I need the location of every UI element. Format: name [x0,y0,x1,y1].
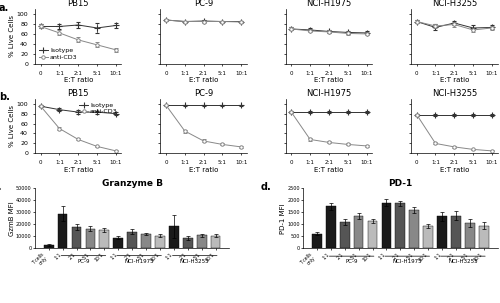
Title: NCI-H1975: NCI-H1975 [306,89,352,98]
Bar [479,226,488,248]
Bar [44,245,54,248]
Title: PD-1: PD-1 [388,178,412,188]
Text: NCI-H1975: NCI-H1975 [392,259,422,264]
Y-axis label: % Live Cells: % Live Cells [9,105,15,147]
Bar [169,226,179,248]
Bar [100,230,109,248]
Legend: Isotype, anti-CD3: Isotype, anti-CD3 [78,102,118,115]
X-axis label: E:T ratio: E:T ratio [314,167,344,173]
Bar [197,235,206,248]
Bar [424,226,433,248]
Title: NCI-H1975: NCI-H1975 [306,0,352,8]
Bar [183,238,192,248]
Title: PC-9: PC-9 [194,0,213,8]
Text: PC-9: PC-9 [77,259,90,264]
Bar [368,221,378,248]
Bar [340,222,349,248]
Bar [312,234,322,248]
Bar [465,223,475,248]
Text: c.: c. [0,182,2,192]
Bar [72,227,82,248]
Bar [114,238,123,248]
Text: d.: d. [260,182,271,192]
X-axis label: E:T ratio: E:T ratio [189,167,218,173]
Title: NCI-H3255: NCI-H3255 [432,89,477,98]
Bar [86,229,96,248]
Bar [354,216,364,248]
Y-axis label: PD-1 MFI: PD-1 MFI [280,203,286,234]
X-axis label: E:T ratio: E:T ratio [440,77,469,83]
Y-axis label: GzmB MFI: GzmB MFI [8,201,14,236]
Bar [326,206,336,248]
Bar [128,231,137,248]
Y-axis label: % Live Cells: % Live Cells [9,15,15,57]
Legend: Isotype, anti-CD3: Isotype, anti-CD3 [38,47,78,61]
Text: b.: b. [0,92,10,102]
X-axis label: E:T ratio: E:T ratio [440,167,469,173]
Title: Granzyme B: Granzyme B [102,178,162,188]
Text: PC-9: PC-9 [346,259,358,264]
Bar [451,215,461,248]
Bar [155,236,165,248]
Text: a.: a. [0,2,9,12]
Bar [211,236,220,248]
Bar [437,216,447,248]
Title: PB15: PB15 [68,89,89,98]
X-axis label: E:T ratio: E:T ratio [64,167,93,173]
Text: NCI-H3255: NCI-H3255 [448,259,478,264]
Bar [382,203,392,248]
X-axis label: E:T ratio: E:T ratio [64,77,93,83]
Text: NCI-H1975: NCI-H1975 [124,259,154,264]
X-axis label: E:T ratio: E:T ratio [189,77,218,83]
Bar [396,203,405,248]
Title: PC-9: PC-9 [194,89,213,98]
Bar [410,210,419,248]
Text: NCI-H3255: NCI-H3255 [180,259,210,264]
X-axis label: E:T ratio: E:T ratio [314,77,344,83]
Title: NCI-H3255: NCI-H3255 [432,0,477,8]
Bar [141,234,151,248]
Title: PB15: PB15 [68,0,89,8]
Bar [58,214,68,248]
